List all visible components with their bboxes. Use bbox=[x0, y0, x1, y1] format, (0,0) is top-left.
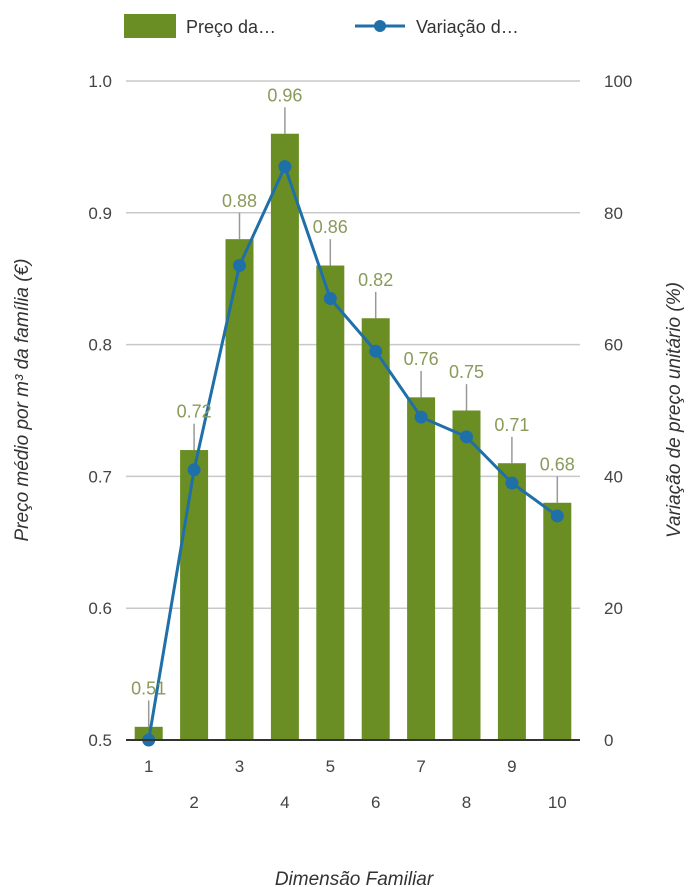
legend-bar-label[interactable]: Preço da… bbox=[186, 17, 276, 37]
y-right-tick-label: 100 bbox=[604, 72, 632, 91]
x-tick-label: 2 bbox=[189, 793, 198, 812]
y-right-tick-label: 0 bbox=[604, 731, 613, 750]
y-left-axis-title: Preço médio por m³ da família (€) bbox=[12, 259, 33, 542]
bar bbox=[497, 463, 526, 740]
line-point bbox=[323, 291, 337, 305]
line-point bbox=[460, 430, 473, 444]
y-left-tick-label: 0.7 bbox=[88, 467, 112, 486]
line-point bbox=[187, 463, 201, 477]
x-axis-ticks: 1 2 3 4 5 6 7 8 9 10 bbox=[144, 757, 567, 812]
x-tick-label: 5 bbox=[326, 757, 335, 776]
y-right-axis-title: Variação de preço unitário (%) bbox=[664, 282, 685, 538]
bar-data-label: 0.71 bbox=[494, 415, 529, 435]
x-tick-label: 10 bbox=[548, 793, 567, 812]
line-series-path bbox=[147, 162, 559, 741]
bar-data-label: 0.88 bbox=[222, 191, 257, 211]
bar-series bbox=[134, 133, 572, 741]
left-axis-ticks: 0.5 0.6 0.7 0.8 0.9 1.0 bbox=[88, 72, 112, 750]
line-point bbox=[278, 160, 292, 174]
error-bars bbox=[147, 107, 559, 727]
right-axis-ticks: 0 20 40 60 80 100 bbox=[604, 72, 632, 750]
bar-data-label: 0.82 bbox=[358, 270, 393, 290]
bar bbox=[361, 318, 390, 740]
x-tick-label: 4 bbox=[280, 793, 289, 812]
y-right-tick-label: 40 bbox=[604, 467, 623, 486]
x-tick-label: 1 bbox=[144, 757, 153, 776]
bar-data-label: 0.51 bbox=[131, 678, 166, 698]
legend: Preço da… Variação d… bbox=[124, 14, 519, 38]
legend-bar-swatch[interactable] bbox=[124, 14, 176, 38]
y-left-tick-label: 0.9 bbox=[88, 204, 112, 223]
bar bbox=[452, 410, 481, 740]
line-point bbox=[414, 410, 428, 424]
x-tick-label: 8 bbox=[462, 793, 471, 812]
x-tick-label: 9 bbox=[507, 757, 516, 776]
y-left-tick-label: 0.8 bbox=[88, 336, 112, 355]
line-point bbox=[369, 344, 383, 358]
bar bbox=[180, 450, 209, 740]
bar-data-label: 0.76 bbox=[404, 349, 439, 369]
bar-data-label: 0.68 bbox=[540, 454, 575, 474]
x-tick-label: 7 bbox=[416, 757, 425, 776]
legend-line-label[interactable]: Variação d… bbox=[416, 17, 519, 37]
x-tick-label: 6 bbox=[371, 793, 380, 812]
legend-line-marker[interactable] bbox=[374, 20, 386, 32]
line-point bbox=[233, 259, 246, 273]
bar bbox=[543, 502, 572, 740]
bar-data-label: 0.75 bbox=[449, 362, 484, 382]
bar bbox=[407, 397, 436, 740]
y-left-tick-label: 0.5 bbox=[88, 731, 112, 750]
bar-data-label: 0.86 bbox=[313, 217, 348, 237]
bar bbox=[225, 239, 254, 740]
x-tick-label: 3 bbox=[235, 757, 244, 776]
data-labels: 0.51 0.72 0.88 0.96 0.86 0.82 0.76 0.75 0.71 0.68 bbox=[131, 85, 575, 698]
y-left-tick-label: 1.0 bbox=[88, 72, 112, 91]
line-point bbox=[505, 476, 519, 490]
line-point bbox=[550, 509, 564, 523]
bar-data-label: 0.96 bbox=[267, 85, 302, 105]
y-right-tick-label: 20 bbox=[604, 599, 623, 618]
bar-data-label: 0.72 bbox=[177, 402, 212, 422]
x-axis-title: Dimensão Familiar bbox=[275, 869, 434, 887]
y-right-tick-label: 80 bbox=[604, 204, 623, 223]
bar bbox=[270, 133, 299, 741]
y-left-tick-label: 0.6 bbox=[88, 599, 112, 618]
y-right-tick-label: 60 bbox=[604, 336, 623, 355]
bar bbox=[316, 265, 345, 740]
